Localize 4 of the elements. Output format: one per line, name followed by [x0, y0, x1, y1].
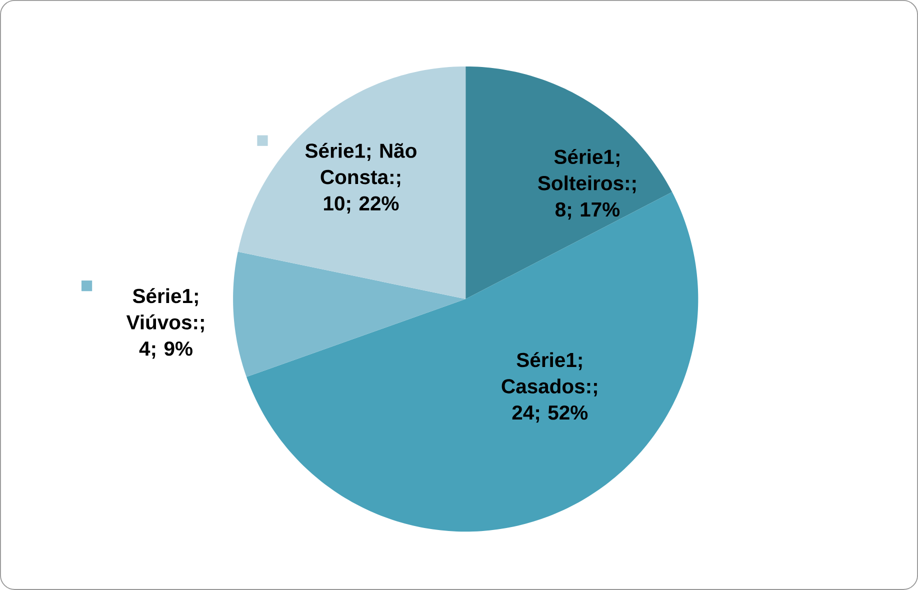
data-label: Série1; Não Consta:; 10; 22%: [305, 142, 416, 214]
data-label: Série1; Solteiros:; 8; 17%: [538, 149, 636, 220]
data-label: Série1; Viúvos:; 4; 9%: [126, 288, 204, 359]
data-label: Série1; Casados:; 24; 52%: [502, 352, 597, 423]
